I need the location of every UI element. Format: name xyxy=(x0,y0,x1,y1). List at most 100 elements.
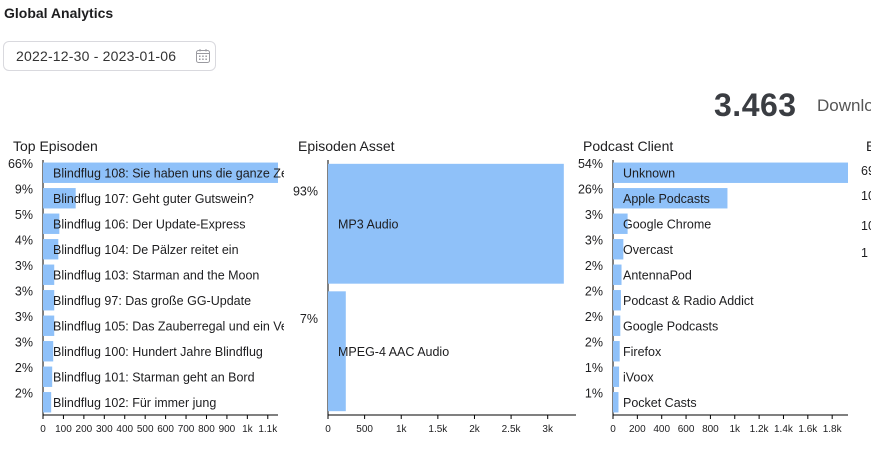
bar[interactable] xyxy=(613,290,621,311)
percent-label: 5% xyxy=(15,208,33,222)
percent-label: 7% xyxy=(300,312,318,326)
category-label: Apple Podcasts xyxy=(623,192,710,206)
bar[interactable] xyxy=(613,162,848,183)
bar[interactable] xyxy=(613,213,628,234)
percent-label: 93% xyxy=(293,185,318,199)
percent-label: 3% xyxy=(15,285,33,299)
bar[interactable] xyxy=(43,392,52,413)
fourth-panel-title: E xyxy=(866,138,871,154)
x-tick-label: 200 xyxy=(629,424,646,435)
percent-label: 2% xyxy=(15,361,33,375)
x-tick-label: 600 xyxy=(157,424,174,435)
x-tick-label: 200 xyxy=(76,424,93,435)
percent-label: 66% xyxy=(8,157,33,171)
podcast-client-title: Podcast Client xyxy=(583,138,674,154)
x-tick-label: 1.6k xyxy=(798,424,818,435)
bar[interactable] xyxy=(43,188,76,209)
percent-label: 3% xyxy=(585,208,603,222)
bar[interactable] xyxy=(613,341,620,362)
percent-label: 1% xyxy=(585,387,603,401)
percent-label: 2% xyxy=(585,310,603,324)
percent-label: 3% xyxy=(15,259,33,273)
category-label: Blindflug 107: Geht guter Gutswein? xyxy=(53,192,254,206)
bar[interactable] xyxy=(613,366,620,387)
percent-label: 3% xyxy=(585,234,603,248)
percent-label: 10 xyxy=(861,219,871,233)
date-range-picker[interactable]: 2022-12-30 - 2023-01-06 xyxy=(3,41,216,71)
bar[interactable] xyxy=(43,315,55,336)
category-label: Blindflug 106: Der Update-Express xyxy=(53,217,245,231)
x-tick-label: 900 xyxy=(219,424,236,435)
x-tick-label: 400 xyxy=(653,424,670,435)
percent-label: 1% xyxy=(585,361,603,375)
percent-label: 3% xyxy=(15,336,33,350)
percent-label: 2% xyxy=(15,387,33,401)
bar[interactable] xyxy=(613,264,622,285)
bar[interactable] xyxy=(43,264,55,285)
calendar-icon[interactable] xyxy=(195,48,211,64)
category-label: Blindflug 103: Starman and the Moon xyxy=(53,268,259,282)
top-episodes-title: Top Episoden xyxy=(13,138,98,154)
x-tick-label: 1k xyxy=(242,424,254,435)
bar[interactable] xyxy=(613,315,621,336)
x-tick-label: 1k xyxy=(396,424,408,435)
bar[interactable] xyxy=(328,163,564,284)
percent-label: 2% xyxy=(585,285,603,299)
x-tick-label: 1k xyxy=(729,424,741,435)
bar[interactable] xyxy=(43,341,54,362)
x-tick-label: 0 xyxy=(610,424,616,435)
x-tick-label: 600 xyxy=(678,424,695,435)
category-label: Blindflug 100: Hundert Jahre Blindflug xyxy=(53,345,263,359)
category-label: Google Chrome xyxy=(623,217,711,231)
percent-label: 69 xyxy=(861,164,871,178)
category-label: Blindflug 101: Starman geht an Bord xyxy=(53,370,255,384)
percent-label: 4% xyxy=(15,234,33,248)
x-tick-label: 1.8k xyxy=(823,424,843,435)
bar[interactable] xyxy=(43,290,55,311)
category-label: Overcast xyxy=(623,243,674,257)
category-label: MPEG-4 AAC Audio xyxy=(338,345,449,359)
x-tick-label: 0 xyxy=(325,424,331,435)
x-tick-label: 800 xyxy=(702,424,719,435)
fourth-panel-chart: 69 10 10 1 xyxy=(861,164,871,260)
percent-label: 1 xyxy=(861,246,868,260)
x-tick-label: 0 xyxy=(40,424,46,435)
bar[interactable] xyxy=(43,239,59,260)
x-tick-label: 300 xyxy=(96,424,113,435)
percent-label: 10 xyxy=(861,189,871,203)
bar[interactable] xyxy=(613,188,728,209)
bar[interactable] xyxy=(328,291,346,412)
bar[interactable] xyxy=(43,366,53,387)
bar[interactable] xyxy=(613,392,619,413)
x-tick-label: 700 xyxy=(178,424,195,435)
bar[interactable] xyxy=(613,239,624,260)
total-downloads-value: 3.463 xyxy=(714,87,797,123)
x-tick-label: 400 xyxy=(116,424,133,435)
page-title: Global Analytics xyxy=(4,5,114,21)
x-tick-label: 500 xyxy=(137,424,154,435)
category-label: Blindflug 108: Sie haben uns die ganze Z… xyxy=(53,166,288,180)
bar[interactable] xyxy=(43,213,60,234)
percent-label: 9% xyxy=(15,183,33,197)
x-tick-label: 1.5k xyxy=(428,424,448,435)
x-tick-label: 800 xyxy=(198,424,215,435)
x-tick-label: 1.4k xyxy=(774,424,794,435)
category-label: iVoox xyxy=(623,370,654,384)
category-label: Blindflug 97: Das große GG-Update xyxy=(53,294,251,308)
category-label: Firefox xyxy=(623,345,662,359)
date-range-value: 2022-12-30 - 2023-01-06 xyxy=(16,48,177,64)
x-tick-label: 1.2k xyxy=(750,424,770,435)
category-label: Blindflug 102: Für immer jung xyxy=(53,396,216,410)
bar[interactable] xyxy=(43,162,278,183)
percent-label: 2% xyxy=(585,336,603,350)
x-tick-label: 3k xyxy=(542,424,554,435)
podcast-client-chart: 54% Unknown 26% Apple Podcasts 3% Google Chro… xyxy=(578,157,848,435)
percent-label: 2% xyxy=(585,259,603,273)
top-episodes-chart: 66% Blindflug 108: Sie haben uns die ganz… xyxy=(8,157,288,435)
x-tick-label: 1.1k xyxy=(258,424,278,435)
x-tick-label: 2k xyxy=(469,424,481,435)
x-tick-label: 2.5k xyxy=(502,424,522,435)
episode-asset-chart: 93% MP3 Audio 7% MPEG-4 AAC Audio 0 500 1k 1.5k… xyxy=(293,160,576,435)
percent-label: 26% xyxy=(578,183,603,197)
category-label: MP3 Audio xyxy=(338,217,399,231)
